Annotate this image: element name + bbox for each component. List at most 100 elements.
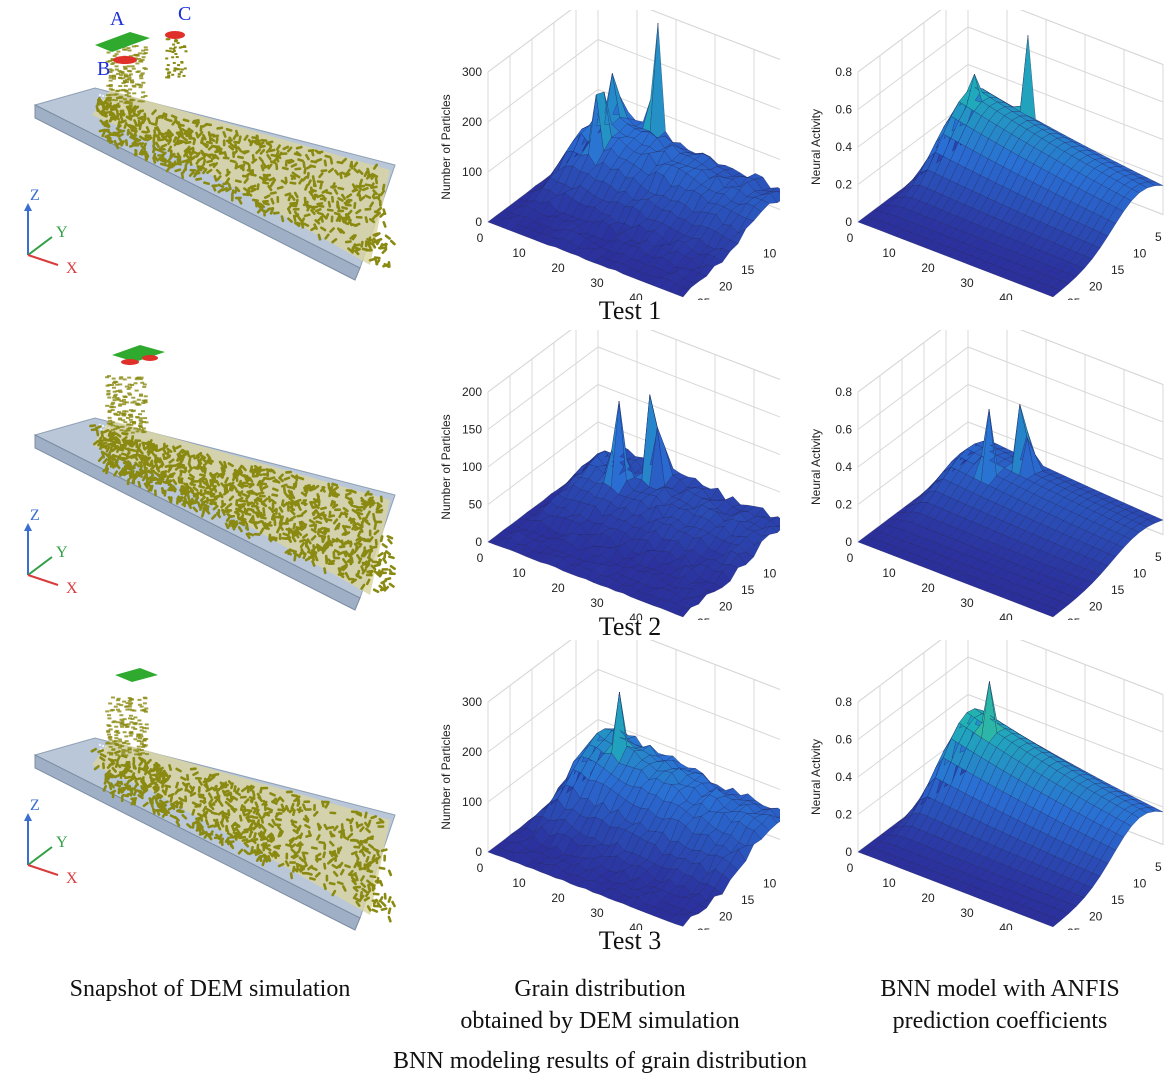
grain-particle	[133, 105, 140, 112]
falling-grain	[134, 378, 139, 381]
grain-particle	[257, 491, 265, 496]
grain-particle	[340, 193, 347, 200]
falling-grain	[165, 57, 169, 60]
grain-particle	[214, 149, 222, 154]
grain-particle	[362, 515, 369, 522]
grain-particle	[389, 564, 396, 571]
grain-particle	[145, 459, 150, 467]
falling-grain	[114, 68, 119, 71]
falling-grain	[121, 750, 126, 753]
falling-grain	[128, 703, 133, 706]
falling-grain	[122, 395, 127, 398]
grain-particle	[322, 515, 328, 522]
chart-body: 01020304050051015202500.20.40.60.8Neural…	[809, 330, 1164, 620]
grain-particle	[236, 828, 242, 836]
grain-particle	[243, 841, 250, 848]
grain-particle	[188, 454, 196, 459]
grain-particle	[259, 823, 266, 830]
grain-particle	[325, 190, 333, 195]
grain-particle	[341, 530, 348, 536]
grain-particle	[212, 472, 219, 478]
grain-particle	[293, 191, 299, 199]
grain-particle	[267, 163, 273, 170]
falling-grain	[135, 430, 140, 433]
falling-grain	[121, 748, 126, 751]
falling-grain	[115, 708, 120, 711]
grain-particle	[324, 554, 328, 562]
falling-grain	[125, 708, 130, 711]
grain-particle	[128, 439, 135, 445]
grain-particle	[361, 186, 369, 192]
grain-particle	[305, 544, 311, 552]
grain-particle	[199, 124, 203, 132]
falling-grain	[144, 707, 149, 710]
falling-grain	[119, 74, 124, 77]
grain-particle	[156, 779, 163, 784]
falling-grain	[123, 101, 128, 104]
grain-particle	[122, 793, 130, 798]
falling-grain	[110, 63, 115, 66]
grain-particle	[253, 464, 261, 471]
grain-particle	[196, 458, 203, 465]
grain-particle	[263, 174, 270, 181]
falling-grain	[134, 45, 139, 48]
falling-grain	[128, 70, 133, 73]
grain-particle	[234, 196, 242, 200]
grain-particle	[331, 863, 338, 869]
grain-particle	[288, 837, 295, 843]
falling-grain	[165, 38, 169, 41]
grain-particle	[332, 870, 339, 877]
grain-particle	[256, 843, 260, 851]
grain-particle	[272, 479, 280, 484]
falling-grain	[122, 412, 127, 415]
grain-particle	[190, 786, 196, 793]
falling-grain	[139, 426, 144, 429]
z-tick-label: 300	[462, 695, 482, 709]
grain-particle	[101, 130, 106, 138]
falling-grain	[133, 749, 138, 752]
grain-particle	[221, 782, 229, 787]
grain-particle	[118, 137, 124, 144]
grain-particle	[304, 184, 309, 191]
grain-particle	[290, 502, 294, 510]
grain-particle	[344, 550, 351, 557]
trough-side	[34, 104, 361, 281]
falling-grain	[138, 737, 143, 740]
x-tick-label: 20	[921, 261, 935, 275]
y-tick-label: 20	[1089, 600, 1103, 614]
grain-particle	[323, 843, 327, 851]
grain-particle	[331, 482, 339, 487]
surface-chart-test-1-bnn: 01020304050051015202500.20.40.60.8Neural…	[809, 10, 1164, 300]
hopper-outlet	[121, 359, 139, 365]
grain-particle	[251, 790, 256, 798]
grain-particle	[356, 859, 360, 867]
grain-particle	[102, 467, 109, 473]
falling-grain	[108, 728, 113, 731]
grain-particle	[276, 196, 280, 204]
grain-particle	[235, 499, 239, 507]
grain-particle	[229, 142, 236, 149]
grain-particle	[147, 469, 154, 475]
grain-particle	[357, 530, 362, 538]
grain-particle	[206, 159, 214, 164]
grain-particle	[347, 247, 354, 253]
grain-particle	[321, 535, 327, 543]
hopper-c	[165, 31, 185, 39]
falling-grain	[115, 427, 120, 430]
grain-particle	[312, 810, 319, 817]
grain-particle	[153, 457, 160, 464]
grain-particle	[137, 142, 145, 145]
grain-particle	[383, 585, 390, 592]
falling-grain	[106, 729, 111, 732]
z-tick-label: 0.6	[835, 103, 852, 117]
falling-grain	[129, 702, 134, 705]
grain-particle	[184, 140, 192, 145]
y-tick-label: 25	[697, 296, 711, 300]
grain-particle	[259, 855, 263, 863]
falling-grain	[123, 48, 128, 51]
grain-particle	[365, 549, 373, 553]
falling-grain	[128, 55, 133, 58]
axis-x-label: X	[66, 580, 78, 597]
grain-particle	[257, 812, 263, 820]
falling-grain	[137, 748, 142, 751]
